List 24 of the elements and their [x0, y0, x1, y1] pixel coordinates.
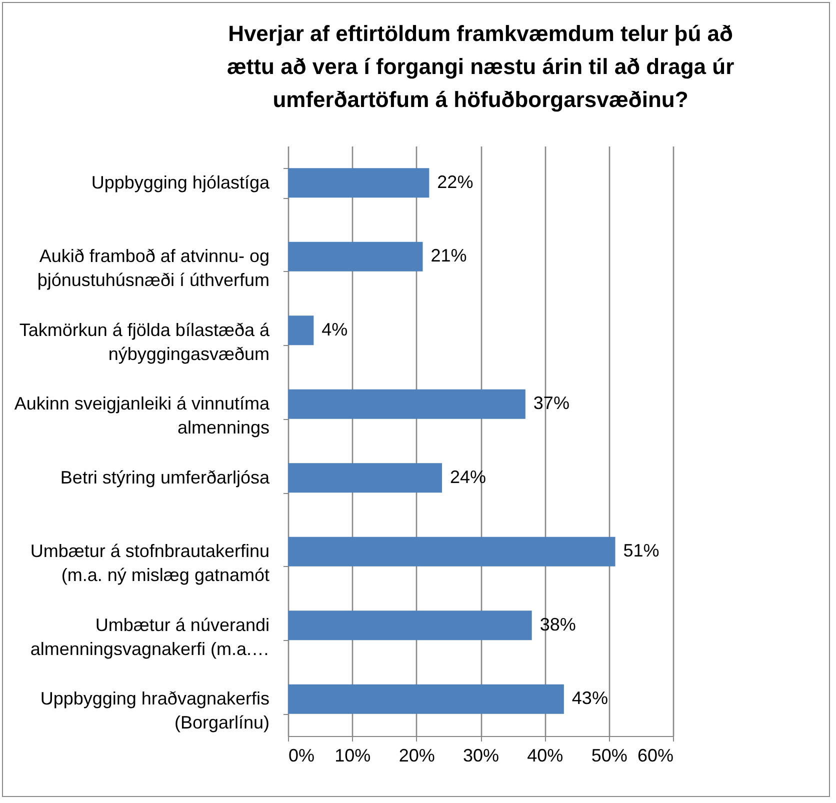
y-tick-label: Uppbygging hraðvagnakerfis (Borgarlínu): [40, 688, 270, 733]
y-tick-label: Betri stýring umferðarljósa: [60, 467, 270, 488]
x-tick-label: 30%: [462, 746, 500, 766]
y-tick-label: Umbætur á núverandi almenningsvagnakerfi (m.a.…: [30, 614, 270, 659]
data-label: 43%: [572, 688, 608, 708]
x-tick-label: 10%: [334, 746, 371, 766]
x-tick-label: 40%: [527, 746, 564, 766]
x-tick-label: 60%: [637, 746, 674, 766]
y-tick-label: Umbætur á stofnbrautakerfinu (m.a. ný mislæg gatnamót: [30, 541, 270, 586]
y-tick-label: Aukinn sveigjanleiki á vinnutíma almennings: [14, 394, 270, 438]
y-tick-label: Takmörkun á fjölda bílastæða á nýbyggingasvæðum: [19, 320, 270, 364]
data-label: 22%: [437, 172, 474, 192]
x-tick-label: 0%: [288, 746, 315, 766]
data-label: 21%: [430, 246, 467, 266]
data-label: 24%: [450, 466, 486, 487]
data-label: 38%: [540, 614, 576, 634]
x-tick-label: 20%: [398, 746, 435, 766]
x-tick-label: 50%: [591, 746, 628, 766]
chart-title: Hverjar af eftirtöldum framkvæmdum telur þú að ættu að vera í forgangi næstu árin til að draga úr umferðartöfum á höfuðborgarsvæðinu?: [226, 21, 735, 112]
y-tick-label: Uppbygging hjólastíga: [91, 172, 270, 192]
data-label: 51%: [623, 540, 660, 561]
y-tick-label: Aukið framboð af atvinnu- og þjónustuhúsnæði í úthverfum: [37, 246, 270, 290]
data-label: 37%: [533, 393, 570, 414]
data-label: 4%: [322, 319, 348, 340]
